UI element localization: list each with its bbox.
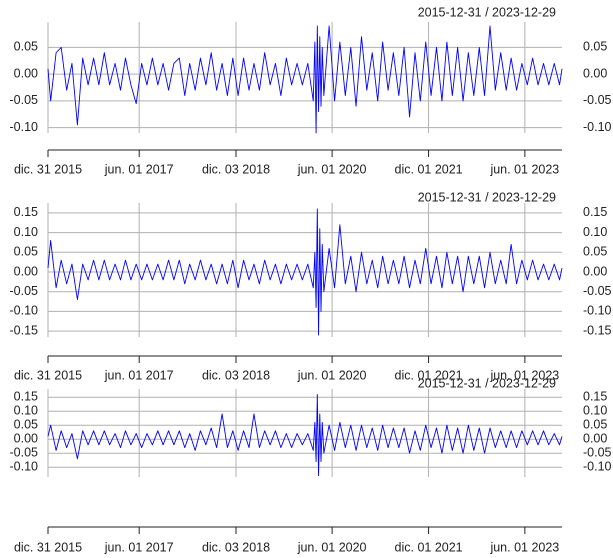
y-tick-label-right: -0.15: [583, 323, 612, 337]
y-tick-label-right: 0.00: [583, 431, 607, 445]
y-tick-label-right: 0.05: [583, 245, 607, 259]
series-line: [47, 25, 563, 134]
y-tick-label: 0.15: [14, 389, 38, 403]
y-tick-label-right: 0.10: [583, 225, 607, 239]
x-tick-label: jun. 01 2020: [297, 540, 367, 554]
y-tick-label: 0.00: [14, 66, 38, 80]
y-tick-label: 0.15: [14, 205, 38, 219]
x-tick-label: jun. 01 2017: [104, 162, 174, 176]
panel-title: 2015-12-31 / 2023-12-29: [418, 376, 556, 390]
y-tick-label-right: 0.00: [583, 66, 607, 80]
y-tick-label-right: 0.05: [583, 40, 607, 54]
y-tick-label: 0.10: [14, 225, 38, 239]
x-tick-label: dic. 01 2021: [395, 368, 463, 382]
y-tick-label: -0.05: [10, 284, 39, 298]
y-tick-label-right: 0.15: [583, 205, 607, 219]
y-tick-label: -0.10: [10, 304, 39, 318]
y-tick-label: -0.15: [10, 323, 39, 337]
y-tick-label: 0.05: [14, 40, 38, 54]
x-tick-label: dic. 31 2015: [14, 162, 82, 176]
y-tick-label-right: 0.00: [583, 264, 607, 278]
series-line: [47, 208, 563, 336]
y-tick-label: 0.00: [14, 431, 38, 445]
x-tick-label: dic. 03 2018: [202, 162, 270, 176]
x-tick-label: jun. 01 2023: [489, 540, 559, 554]
y-tick-label: 0.00: [14, 264, 38, 278]
x-tick-label: dic. 01 2021: [395, 540, 463, 554]
y-tick-label: 0.10: [14, 403, 38, 417]
x-tick-label: jun. 01 2020: [297, 162, 367, 176]
y-tick-label-right: 0.10: [583, 403, 607, 417]
x-tick-label: jun. 01 2017: [104, 368, 174, 382]
y-tick-label: 0.05: [14, 245, 38, 259]
series-line: [47, 393, 563, 477]
panel-title: 2015-12-31 / 2023-12-29: [418, 5, 556, 19]
x-tick-label: jun. 01 2017: [104, 540, 174, 554]
y-tick-label: -0.10: [10, 459, 39, 473]
y-tick-label: -0.10: [10, 120, 39, 134]
x-tick-label: dic. 31 2015: [14, 540, 82, 554]
y-tick-label: 0.05: [14, 417, 38, 431]
x-tick-label: dic. 03 2018: [202, 368, 270, 382]
y-tick-label-right: -0.05: [583, 93, 612, 107]
y-tick-label-right: -0.10: [583, 304, 612, 318]
x-tick-label: dic. 01 2021: [395, 162, 463, 176]
y-tick-label-right: -0.10: [583, 120, 612, 134]
y-tick-label-right: -0.05: [583, 445, 612, 459]
panel-title: 2015-12-31 / 2023-12-29: [418, 190, 556, 204]
y-tick-label-right: 0.15: [583, 389, 607, 403]
x-tick-label: dic. 31 2015: [14, 368, 82, 382]
y-tick-label: -0.05: [10, 93, 39, 107]
x-tick-label: jun. 01 2023: [489, 368, 559, 382]
y-tick-label-right: -0.05: [583, 284, 612, 298]
y-tick-label-right: -0.10: [583, 459, 612, 473]
y-tick-label: -0.05: [10, 445, 39, 459]
x-tick-label: dic. 03 2018: [202, 540, 270, 554]
x-tick-label: jun. 01 2020: [297, 368, 367, 382]
y-tick-label-right: 0.05: [583, 417, 607, 431]
x-tick-label: jun. 01 2023: [489, 162, 559, 176]
